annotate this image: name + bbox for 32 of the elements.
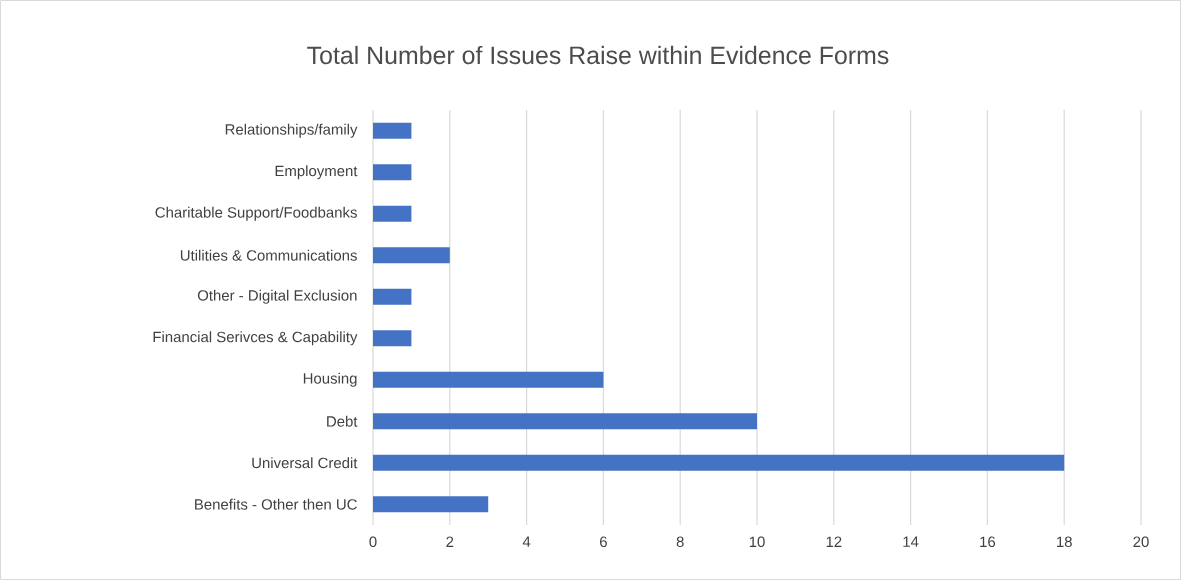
bar — [373, 247, 450, 264]
bar — [373, 371, 604, 388]
bar — [373, 164, 412, 181]
x-tick-label: 4 — [522, 536, 531, 547]
bar — [373, 496, 489, 513]
y-tick-label: Financial Serivces & Capability — [153, 331, 358, 346]
bar — [373, 288, 412, 305]
y-tick-label: Benefits - Other then UC — [195, 498, 357, 510]
y-tick-label: Debt — [327, 415, 358, 427]
x-tick-label: 14 — [903, 536, 919, 547]
y-tick-label: Relationships/family — [225, 123, 358, 138]
bar — [373, 454, 1065, 471]
x-tick-label: 8 — [676, 536, 684, 548]
bar — [373, 330, 412, 347]
y-tick-label: Other - Digital Exclusion — [197, 289, 357, 304]
x-tick-label: 20 — [1133, 536, 1149, 548]
y-tick-label: Universal Credit — [252, 457, 358, 469]
y-tick-label: Utilities & Communications — [180, 249, 357, 261]
y-tick-label: Employment — [275, 165, 358, 180]
x-tick-label: 12 — [826, 536, 842, 547]
x-tick-label: 10 — [749, 536, 765, 548]
x-tick-label: 16 — [980, 536, 996, 548]
x-tick-label: 2 — [446, 536, 454, 547]
x-tick-label: 0 — [369, 536, 377, 548]
bar — [373, 413, 758, 430]
bar — [373, 205, 412, 222]
x-tick-label: 6 — [600, 536, 607, 548]
y-tick-label: Housing — [303, 372, 357, 387]
x-tick-label: 18 — [1057, 536, 1072, 548]
y-tick-label: Charitable Support/Foodbanks — [155, 206, 357, 221]
bar — [373, 122, 412, 139]
chart-title: Total Number of Issues Raise within Evidence Forms — [307, 45, 889, 65]
